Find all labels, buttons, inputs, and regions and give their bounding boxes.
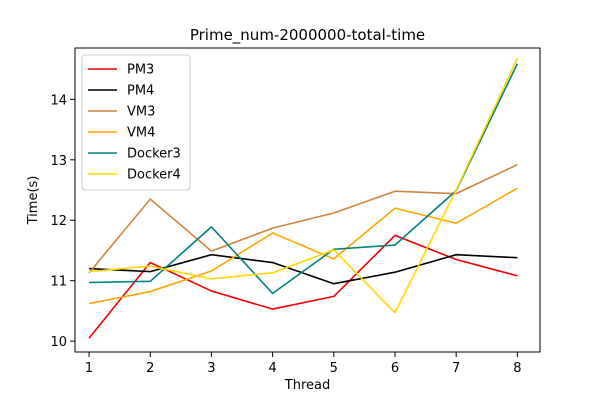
series-line-docker3 bbox=[89, 63, 519, 295]
legend-label: VM4 bbox=[127, 126, 155, 141]
y-tick-label: 10 bbox=[50, 335, 67, 350]
series-line-vm4 bbox=[88, 187, 518, 305]
legend-label: VM3 bbox=[127, 105, 155, 120]
x-tick-label: 2 bbox=[146, 361, 154, 376]
chart-title: Prime_num-2000000-total-time bbox=[190, 26, 425, 45]
legend-label: PM3 bbox=[127, 63, 154, 78]
y-tick-label: 14 bbox=[50, 93, 67, 108]
legend-label: Docker3 bbox=[127, 147, 181, 162]
y-axis-label: Time(s) bbox=[26, 176, 41, 226]
x-tick-label: 3 bbox=[207, 361, 215, 376]
legend: PM3 PM4 VM3 VM4 Docker3 Docker4 bbox=[81, 54, 191, 191]
plot-frame bbox=[74, 47, 541, 353]
x-axis-label: Thread bbox=[284, 378, 330, 393]
legend-box bbox=[81, 54, 191, 191]
legend-label: PM4 bbox=[127, 84, 154, 99]
series-group bbox=[88, 57, 519, 339]
y-tick-label: 13 bbox=[50, 154, 67, 169]
y-tick-label: 11 bbox=[50, 275, 67, 290]
x-tick-label: 4 bbox=[268, 361, 276, 376]
series-line-docker4 bbox=[89, 57, 519, 314]
x-tick-label: 7 bbox=[452, 361, 460, 376]
x-tick-label: 6 bbox=[391, 361, 399, 376]
y-tick-label: 12 bbox=[50, 214, 67, 229]
legend-label: Docker4 bbox=[127, 168, 181, 183]
x-tick-label: 8 bbox=[513, 361, 521, 376]
series-line-vm3 bbox=[88, 163, 518, 274]
series-line-pm3 bbox=[88, 234, 518, 339]
x-tick-label: 5 bbox=[330, 361, 338, 376]
x-tick-label: 1 bbox=[85, 361, 93, 376]
